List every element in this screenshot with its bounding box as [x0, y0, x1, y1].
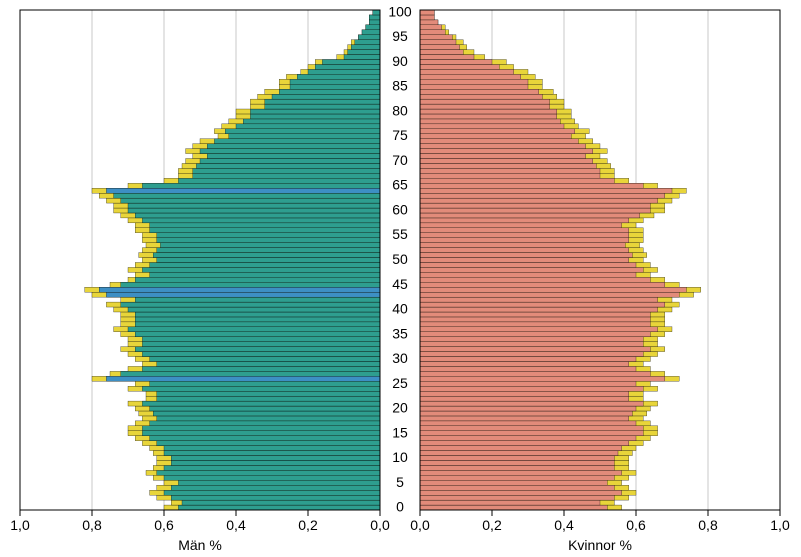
y-tick-label: 90 [392, 53, 408, 69]
x-tick-label: 0,4 [554, 517, 574, 533]
y-tick-label: 75 [392, 127, 408, 143]
x-tick-label: 1,0 [770, 517, 790, 533]
x-tick-label: 1,0 [10, 517, 30, 533]
y-tick-label: 0 [396, 499, 404, 515]
x-tick-label: 0,6 [154, 517, 174, 533]
y-tick-label: 100 [388, 3, 412, 19]
x-tick-label: 0,6 [626, 517, 646, 533]
x-tick-label: 0,0 [370, 517, 390, 533]
left-axis-title: Män % [178, 537, 222, 553]
y-tick-label: 70 [392, 152, 408, 168]
y-tick-label: 80 [392, 102, 408, 118]
x-tick-label: 0,4 [226, 517, 246, 533]
x-tick-label: 0,8 [82, 517, 102, 533]
y-tick-label: 60 [392, 201, 408, 217]
x-tick-label: 0,0 [410, 517, 430, 533]
y-tick-label: 25 [392, 375, 408, 391]
population-pyramid-chart: 0 5 10 15 20 25 30 35 40 45 50 55 60 65 70 75 80 85 90 95 10… [0, 0, 801, 557]
y-tick-label: 20 [392, 400, 408, 416]
y-tick-label: 15 [392, 424, 408, 440]
right-axis-title: Kvinnor % [568, 537, 632, 553]
y-tick-label: 35 [392, 325, 408, 341]
x-tick-label: 0,2 [482, 517, 502, 533]
y-tick-label: 85 [392, 78, 408, 94]
x-tick-label: 0,8 [698, 517, 718, 533]
y-tick-label: 45 [392, 276, 408, 292]
y-tick-label: 40 [392, 301, 408, 317]
y-tick-label: 55 [392, 226, 408, 242]
x-tick-label: 0,2 [298, 517, 318, 533]
y-tick-label: 5 [396, 474, 404, 490]
y-tick-label: 65 [392, 177, 408, 193]
y-tick-label: 95 [392, 28, 408, 44]
y-tick-label: 10 [392, 449, 408, 465]
y-tick-label: 30 [392, 350, 408, 366]
y-tick-label: 50 [392, 251, 408, 267]
